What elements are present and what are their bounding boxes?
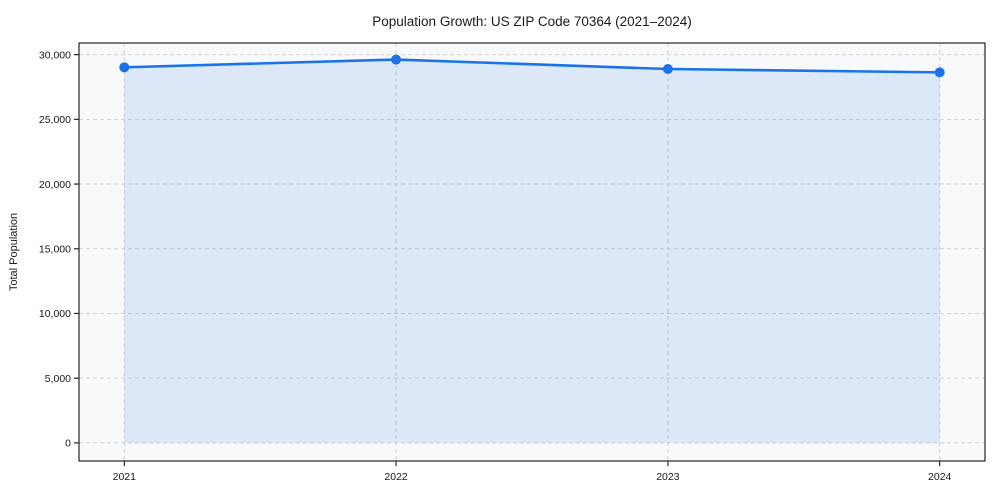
x-tick-label: 2024 bbox=[928, 471, 952, 483]
data-point bbox=[119, 62, 130, 73]
x-tick-label: 2021 bbox=[113, 471, 137, 483]
plot-area: 0 5,000 10,000 15,000 20,000 25,000 30,000 2021… bbox=[39, 42, 986, 483]
y-tick-label: 0 bbox=[65, 438, 71, 450]
data-point bbox=[662, 64, 673, 75]
chart-title: Population Growth: US ZIP Code 70364 (20… bbox=[372, 14, 691, 29]
y-axis-label: Total Population bbox=[8, 213, 20, 291]
y-tick-label: 15,000 bbox=[39, 243, 71, 255]
y-tick-label: 30,000 bbox=[39, 49, 71, 61]
data-point bbox=[391, 54, 402, 65]
y-tick-label: 20,000 bbox=[39, 179, 71, 191]
line-series bbox=[123, 58, 941, 74]
y-tick-label: 10,000 bbox=[39, 308, 71, 320]
y-tick-label: 25,000 bbox=[39, 114, 71, 126]
area-fill bbox=[124, 59, 940, 443]
x-tick-label: 2022 bbox=[384, 471, 408, 483]
data-point bbox=[934, 67, 945, 78]
x-tick-label: 2023 bbox=[656, 471, 680, 483]
y-tick-label: 5,000 bbox=[45, 373, 71, 385]
plot-background bbox=[79, 43, 985, 461]
axes-box bbox=[78, 42, 986, 462]
